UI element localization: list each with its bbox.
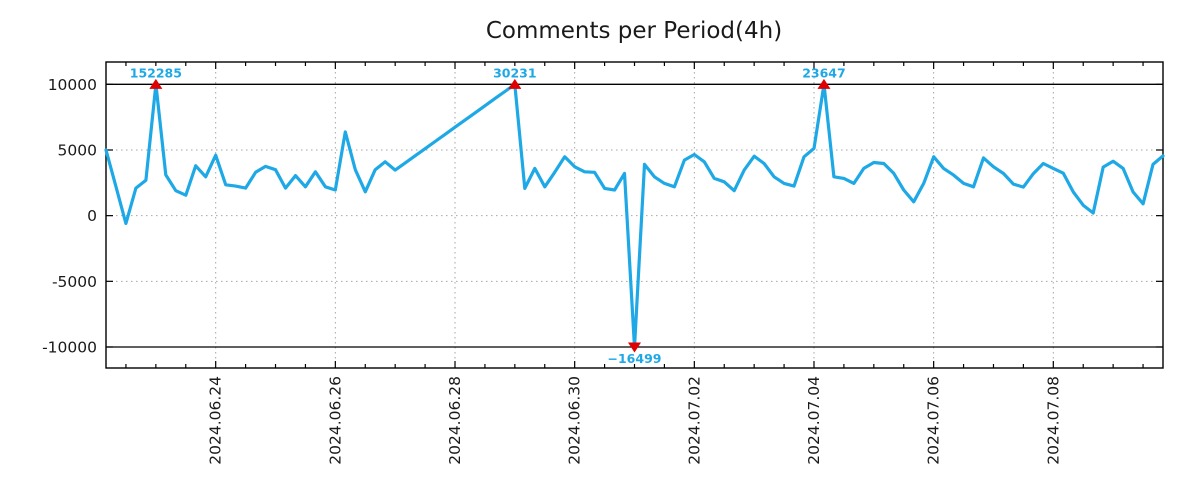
x-tick-label: 2024.06.30: [566, 376, 584, 465]
x-tick-label: 2024.06.24: [207, 376, 225, 465]
extreme-value-label: 152285: [130, 65, 182, 80]
extreme-value-label: 23647: [802, 65, 846, 80]
extreme-value-label: −16499: [608, 351, 662, 366]
chart-title: Comments per Period(4h): [486, 18, 782, 44]
data-series-line: [104, 82, 1165, 349]
grid-lines: [106, 62, 1163, 368]
peak-marker-icon: [508, 78, 522, 89]
x-tick-label: 2024.07.06: [925, 376, 943, 465]
x-tick-label: 2024.07.04: [805, 376, 823, 465]
y-tick-label: 10000: [48, 76, 97, 94]
x-tick-label: 2024.07.02: [685, 376, 703, 465]
x-tick-label: 2024.06.28: [446, 376, 464, 465]
y-tick-label: 5000: [58, 141, 97, 159]
x-tick-label: 2024.07.08: [1044, 376, 1062, 465]
axis-ticks: [106, 62, 1163, 368]
extreme-value-labels: 152285 30231 −16499 23647: [130, 65, 846, 366]
peak-marker-icon: [817, 78, 831, 89]
series-polyline: [104, 82, 1165, 349]
extreme-value-label: 30231: [493, 65, 537, 80]
x-tick-label: 2024.06.26: [326, 376, 344, 465]
y-tick-label: -10000: [42, 338, 97, 356]
axis-tick-labels: 10000 5000 0 -5000 -10000 2024.06.24 2024.06.2…: [42, 76, 1062, 465]
extreme-markers: [149, 78, 831, 353]
peak-marker-icon: [149, 78, 163, 89]
y-tick-label: 0: [87, 207, 97, 225]
y-tick-label: -5000: [52, 273, 97, 291]
clip-lines: [106, 83, 1163, 348]
trough-marker-icon: [628, 342, 641, 353]
